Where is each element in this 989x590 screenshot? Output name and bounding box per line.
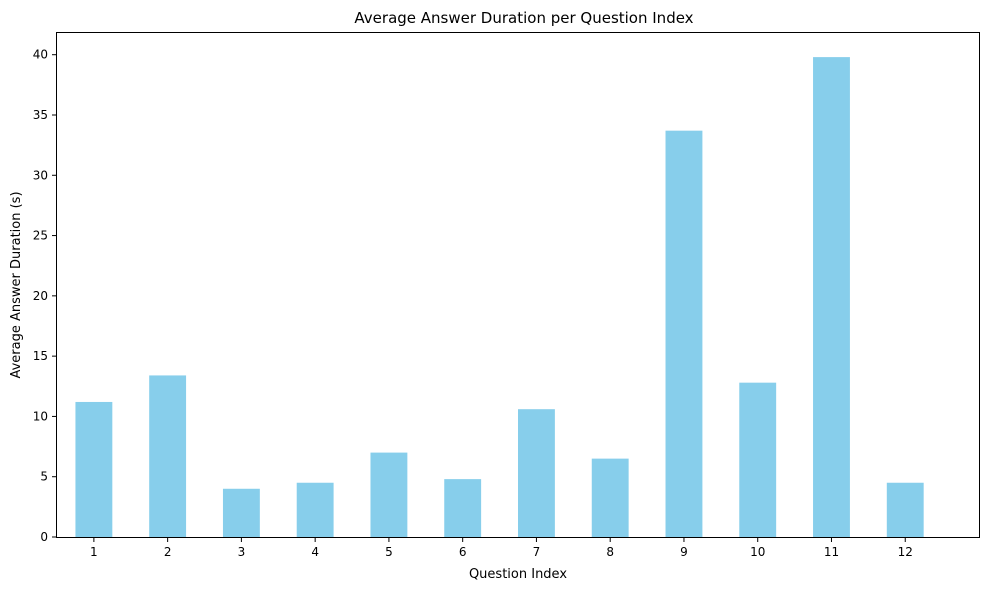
bar-5 (370, 452, 408, 537)
bar-4 (296, 482, 334, 537)
bar-10 (739, 382, 777, 537)
bar-3 (222, 488, 260, 537)
x-tick-label: 2 (164, 545, 172, 559)
x-tick-label: 11 (824, 545, 839, 559)
bar-1 (75, 401, 113, 537)
x-tick-label: 3 (238, 545, 246, 559)
x-tick-label: 4 (311, 545, 319, 559)
x-tick-label: 5 (385, 545, 393, 559)
x-axis: 1 2 3 4 5 6 7 8 9 10 11 12 (90, 537, 913, 559)
bar-2 (149, 375, 187, 537)
x-tick-label: 6 (459, 545, 467, 559)
x-tick-label: 1 (90, 545, 98, 559)
x-tick-label: 12 (898, 545, 913, 559)
y-tick-label: 20 (33, 289, 48, 303)
y-tick-label: 25 (33, 229, 48, 243)
plot-frame (56, 32, 980, 538)
x-tick-label: 9 (680, 545, 688, 559)
y-tick-label: 5 (40, 470, 48, 484)
y-tick-label: 15 (33, 349, 48, 363)
x-tick-label: 8 (606, 545, 614, 559)
y-tick-label: 40 (33, 48, 48, 62)
x-axis-label: Question Index (469, 567, 567, 582)
bar-12 (886, 482, 924, 537)
bar-9 (665, 130, 703, 538)
chart-title: Average Answer Duration per Question Ind… (354, 9, 693, 27)
y-tick-label: 35 (33, 108, 48, 122)
y-tick-label: 0 (40, 530, 48, 544)
bar-7 (518, 409, 555, 537)
y-tick-label: 10 (33, 409, 48, 423)
bar-11 (813, 57, 850, 538)
x-tick-label: 7 (533, 545, 541, 559)
x-tick-label: 10 (750, 545, 765, 559)
bars-layer (75, 57, 924, 538)
bar-6 (444, 479, 482, 537)
y-axis-label: Average Answer Duration (s) (9, 191, 24, 378)
bar-8 (591, 458, 629, 537)
y-axis: 0 5 10 15 20 25 30 35 40 (33, 48, 57, 544)
y-tick-label: 30 (33, 168, 48, 182)
